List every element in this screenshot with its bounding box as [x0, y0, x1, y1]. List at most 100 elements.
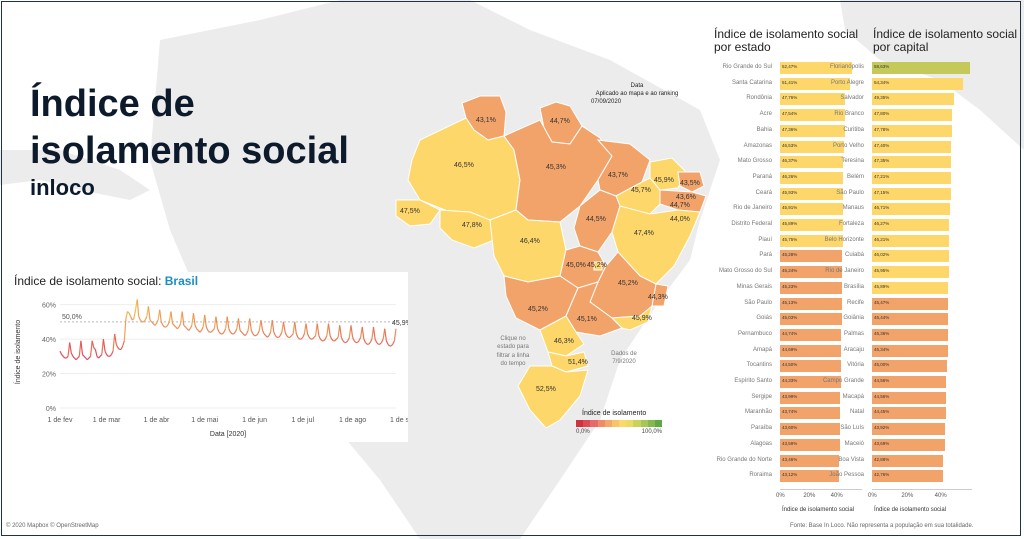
- ranking-row[interactable]: Alagoas 43,59%: [700, 438, 868, 452]
- ranking-row[interactable]: Vitória 45,00%: [847, 359, 978, 373]
- ranking-bar[interactable]: [780, 109, 845, 122]
- ranking-row[interactable]: Pará 45,28%: [700, 249, 868, 263]
- ranking-bar[interactable]: [780, 156, 844, 169]
- ranking-row[interactable]: Rio de Janeiro 45,95%: [825, 265, 978, 279]
- ranking-row[interactable]: Piauí 45,75%: [700, 234, 868, 248]
- ranking-bar[interactable]: [780, 281, 842, 294]
- ranking-row[interactable]: Porto Velho 47,40%: [833, 140, 978, 154]
- ranking-row[interactable]: Aracaju 45,34%: [844, 344, 978, 358]
- ranking-bar[interactable]: [780, 376, 841, 388]
- ranking-row[interactable]: Belém 47,21%: [847, 171, 978, 185]
- ranking-bar[interactable]: [780, 313, 842, 326]
- state-rn-pb[interactable]: [677, 171, 705, 193]
- ranking-bar[interactable]: [872, 423, 946, 436]
- ranking-row[interactable]: Amazonas 46,53%: [700, 140, 868, 154]
- ranking-row[interactable]: Bahia 47,36%: [700, 124, 868, 138]
- ranking-bar[interactable]: [780, 62, 852, 74]
- ranking-row[interactable]: Tocantins 44,50%: [700, 359, 868, 373]
- ranking-bar[interactable]: [780, 266, 842, 279]
- ranking-bar[interactable]: [872, 407, 947, 420]
- ranking-bar[interactable]: [872, 156, 951, 169]
- ranking-bar[interactable]: [780, 391, 841, 404]
- ranking-bar[interactable]: [780, 171, 844, 184]
- time-series-chart[interactable]: 60% 40% 20% 0% 50,0% 1 de fev 1 de mar 1 de abr…: [8, 288, 408, 442]
- ranking-bar[interactable]: [780, 344, 842, 357]
- state-df[interactable]: [593, 261, 603, 271]
- ranking-row[interactable]: Roraima 43,12%: [700, 469, 868, 483]
- ranking-row[interactable]: Fortaleza 46,27%: [839, 218, 978, 232]
- ranking-row[interactable]: Palmas 45,36%: [844, 328, 978, 342]
- ranking-bar[interactable]: [872, 250, 949, 263]
- ranking-bar[interactable]: [780, 454, 840, 467]
- state-rondonia[interactable]: [439, 209, 495, 249]
- ranking-row[interactable]: São Luís 43,92%: [840, 422, 978, 436]
- ranking-bar[interactable]: [872, 234, 950, 247]
- ranking-bar[interactable]: [872, 109, 952, 122]
- ranking-row[interactable]: Florianópolis 58,63%: [830, 61, 978, 75]
- ranking-row[interactable]: Rondônia 47,76%: [700, 92, 868, 106]
- ranking-bar[interactable]: [780, 140, 844, 153]
- ranking-bar[interactable]: [780, 124, 845, 137]
- ranking-bar[interactable]: [872, 281, 949, 294]
- ranking-row[interactable]: Rio de Janeiro 45,91%: [700, 202, 868, 216]
- ranking-bar[interactable]: [872, 297, 948, 310]
- ranking-row[interactable]: Rio Grande do Norte 43,46%: [700, 454, 868, 468]
- ranking-row[interactable]: Campo Grande 44,56%: [823, 375, 978, 389]
- ranking-bar[interactable]: [872, 376, 947, 388]
- ranking-row[interactable]: Maranhão 43,74%: [700, 406, 868, 420]
- time-series-panel[interactable]: Índice de isolamento social: Brasil 60% 4…: [8, 272, 408, 442]
- state-bahia[interactable]: [611, 205, 701, 285]
- ranking-bar[interactable]: [780, 77, 851, 90]
- ranking-bar[interactable]: [872, 266, 949, 279]
- ranking-bar[interactable]: [872, 438, 945, 451]
- ranking-row[interactable]: Boa Vista 42,88%: [838, 454, 978, 468]
- ranking-bar[interactable]: [872, 454, 944, 467]
- ranking-bar[interactable]: [872, 93, 955, 106]
- ranking-row[interactable]: Natal 44,45%: [850, 406, 978, 420]
- ranking-row[interactable]: Sergipe 43,99%: [700, 391, 868, 405]
- ranking-row[interactable]: Ceará 45,93%: [700, 187, 868, 201]
- ranking-row[interactable]: Santa Catarina 51,41%: [700, 77, 868, 91]
- ranking-bar[interactable]: [872, 328, 948, 341]
- ranking-row[interactable]: Teresina 47,35%: [841, 155, 978, 169]
- ranking-bar[interactable]: [872, 360, 947, 373]
- time-series-title-highlight[interactable]: Brasil: [164, 274, 199, 288]
- date-filter-value[interactable]: 07/09/2020: [591, 99, 622, 106]
- state-espirito-santo[interactable]: [651, 283, 669, 307]
- ranking-bar[interactable]: [780, 93, 846, 106]
- ranking-bar[interactable]: [780, 219, 843, 231]
- ranking-bar[interactable]: [872, 140, 951, 153]
- ranking-bar[interactable]: [780, 187, 843, 200]
- state-rio-de-janeiro[interactable]: [610, 304, 653, 331]
- ranking-bar[interactable]: [780, 203, 843, 216]
- ranking-bar[interactable]: [872, 391, 947, 404]
- ranking-bar[interactable]: [780, 234, 843, 247]
- ranking-row[interactable]: Belo Horizonte 46,21%: [825, 234, 978, 248]
- ranking-row[interactable]: Mato Grosso do Sul 45,24%: [700, 265, 868, 279]
- ranking-bar[interactable]: [780, 328, 842, 341]
- ranking-row[interactable]: Porto Alegre 54,34%: [831, 77, 978, 91]
- ranking-bar[interactable]: [872, 77, 963, 90]
- ranking-bar[interactable]: [780, 250, 842, 263]
- ranking-row[interactable]: Paraná 46,26%: [700, 171, 868, 185]
- date-filter-note[interactable]: Data Aplicado ao mapa e ao ranking 07/09…: [585, 82, 689, 106]
- ranking-row[interactable]: Salvador 49,35%: [840, 92, 978, 106]
- ranking-row[interactable]: Goiás 45,03%: [700, 312, 868, 326]
- ranking-bar[interactable]: [872, 171, 951, 184]
- ranking-bar[interactable]: [780, 407, 840, 420]
- ranking-row[interactable]: São Paulo 47,15%: [836, 187, 978, 201]
- ranking-row[interactable]: Amapá 44,69%: [700, 344, 868, 358]
- ranking-bar[interactable]: [872, 187, 951, 200]
- ranking-row[interactable]: Manaus 46,71%: [843, 202, 978, 216]
- ranking-bar[interactable]: [780, 470, 839, 483]
- state-rio-grande-do-sul[interactable]: [517, 365, 589, 429]
- ranking-bar[interactable]: [872, 470, 944, 483]
- ranking-row[interactable]: Brasília 45,89%: [844, 281, 978, 295]
- ranking-bar[interactable]: [872, 344, 948, 357]
- ranking-bar[interactable]: [872, 124, 952, 137]
- ranking-row[interactable]: Macapá 44,56%: [843, 391, 978, 405]
- ranking-row[interactable]: João Pessoa 42,76%: [829, 469, 978, 483]
- ranking-row[interactable]: Cuiabá 46,02%: [845, 249, 978, 263]
- ranking-bar[interactable]: [780, 297, 842, 310]
- ranking-row[interactable]: Curitiba 47,78%: [843, 124, 978, 138]
